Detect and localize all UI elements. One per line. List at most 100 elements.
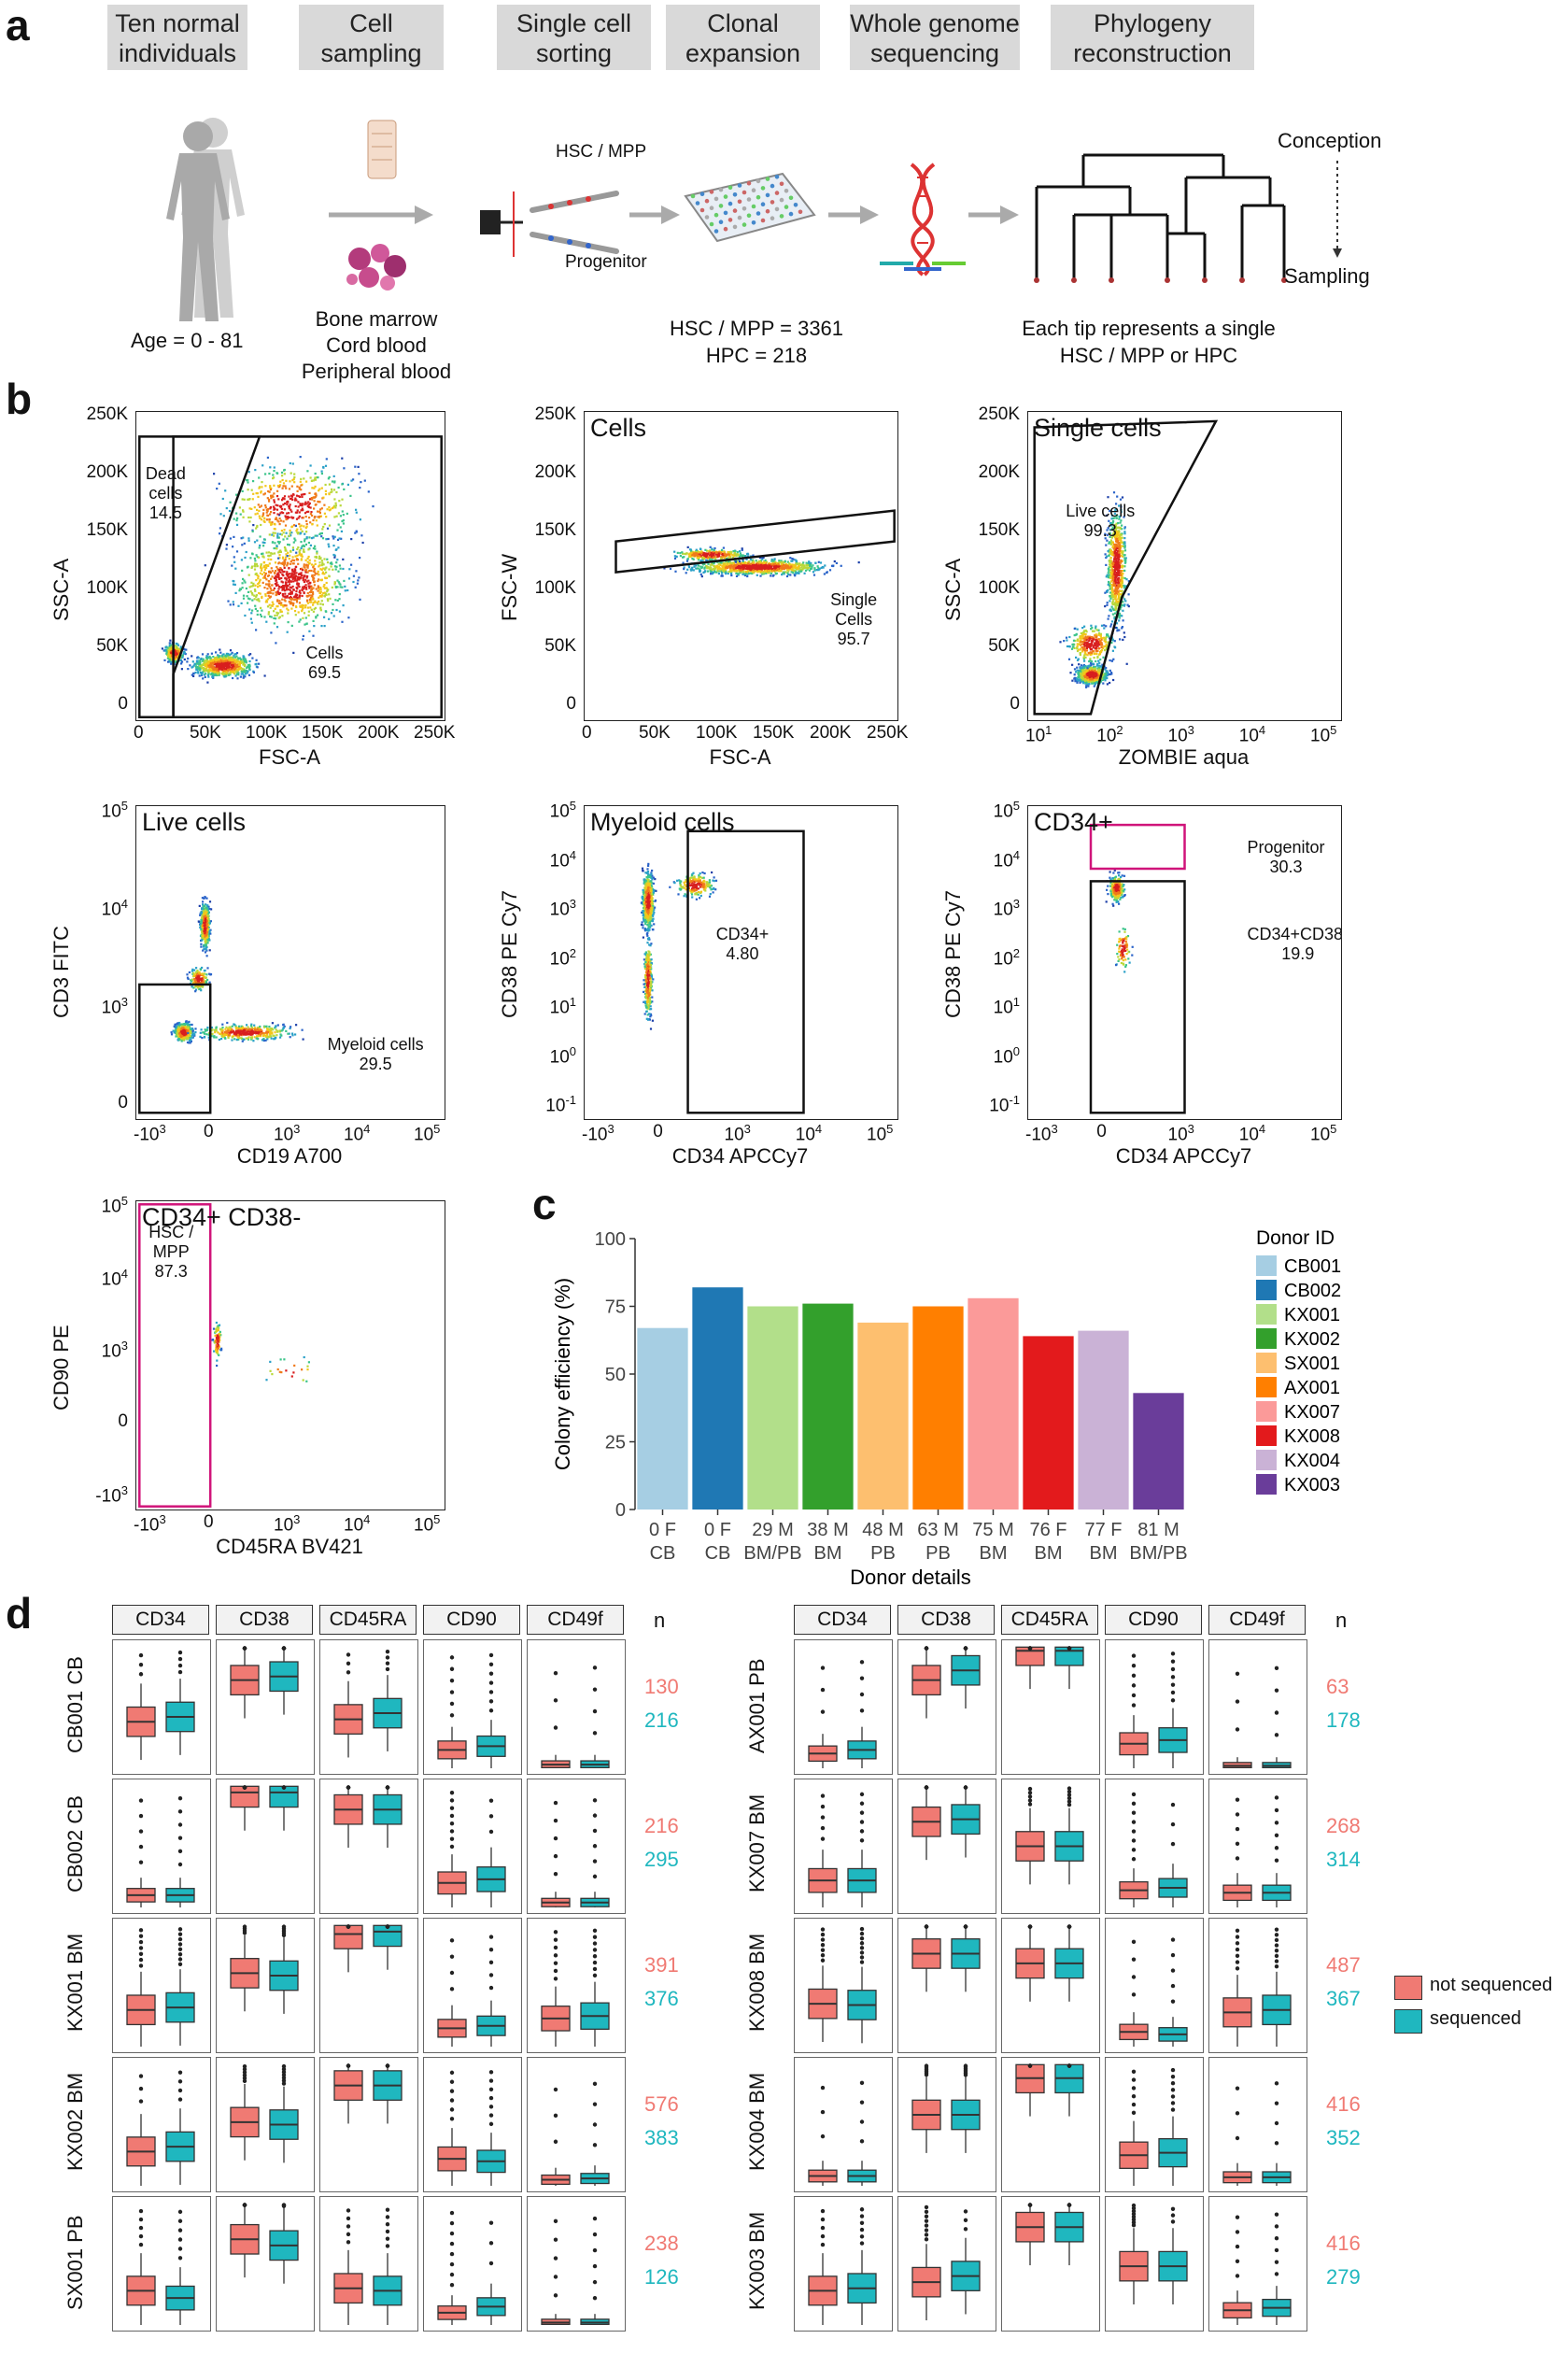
box-canvas	[911, 2204, 981, 2321]
outlier	[859, 1820, 865, 1824]
outlier	[1235, 1841, 1240, 1846]
x-axis-label: CD45RA BV421	[216, 1535, 363, 1558]
outlier	[1131, 1810, 1137, 1815]
outlier	[346, 1661, 351, 1666]
y-axis-label: SSC-A	[49, 558, 73, 621]
outlier	[1067, 1799, 1072, 1804]
y-tick-label: 50	[605, 1365, 626, 1385]
x-tick: 150K	[753, 723, 795, 743]
legend-swatch	[1256, 1401, 1277, 1422]
outlier	[346, 1785, 351, 1790]
x-tick: 103	[274, 1122, 301, 1145]
n-not-sequenced: 63	[1326, 1675, 1349, 1698]
outlier	[177, 1822, 183, 1827]
outlier	[281, 2070, 287, 2075]
n-sequenced: 216	[644, 1708, 679, 1732]
x-axis-label: Donor details	[850, 1566, 971, 1588]
outlier	[346, 2063, 351, 2068]
row-label: CB001 CB	[64, 1655, 87, 1753]
outlier	[488, 2261, 494, 2266]
x-tick: 104	[344, 1512, 371, 1536]
outlier	[449, 2231, 455, 2236]
outlier	[859, 1838, 865, 1843]
outlier	[449, 2117, 455, 2121]
outlier	[346, 2232, 351, 2237]
blood-cells-icon	[346, 244, 406, 291]
outlier	[963, 1924, 968, 1929]
outlier	[1027, 1646, 1033, 1651]
outlier	[1027, 1786, 1033, 1792]
outlier	[1170, 1999, 1176, 2004]
outlier	[1235, 1826, 1240, 1832]
outlier	[449, 1829, 455, 1834]
outlier	[138, 2242, 144, 2247]
outlier	[1235, 2230, 1240, 2234]
outlier	[488, 1985, 494, 1991]
outlier	[924, 2204, 929, 2210]
outlier	[138, 1813, 144, 1819]
box	[333, 1924, 363, 1949]
box-canvas	[1015, 1786, 1084, 1885]
outlier	[553, 1853, 558, 1859]
y-tick: 103	[101, 1339, 128, 1362]
x-tick-label-1: 76 F	[1029, 1520, 1067, 1540]
sort-progenitor-label: Progenitor	[565, 252, 647, 272]
row-label: KX007 BM	[745, 1793, 769, 1892]
outlier	[1131, 2102, 1137, 2107]
outlier	[242, 2063, 247, 2069]
outlier	[449, 2220, 455, 2226]
box-canvas	[1222, 2081, 1292, 2186]
outlier	[553, 1871, 558, 1877]
outlier	[1170, 1983, 1176, 1989]
outlier	[138, 1829, 144, 1834]
flow-plot-3: Live cells Myeloid cells 29.5	[135, 805, 445, 1120]
outlier	[177, 2209, 183, 2215]
box-panel	[112, 1639, 211, 1775]
outlier	[820, 1825, 826, 1831]
box-panel	[319, 1779, 418, 1914]
strip-CD45RA: CD45RA	[319, 1605, 417, 1635]
box-canvas	[808, 1660, 877, 1768]
outlier	[242, 1646, 247, 1651]
step-label-2: sorting	[535, 39, 613, 67]
outlier	[449, 1970, 455, 1976]
box-canvas	[911, 1646, 981, 1719]
outlier	[138, 1652, 144, 1658]
step-box-2: Single cell sorting	[497, 5, 651, 70]
outlier	[859, 2234, 865, 2239]
x-tick-label-1: 0 F	[704, 1520, 731, 1540]
colony-efficiency-chart: 0 25 50 75 100 0 F CB 0 F CB 29 M BM/PB 38 M BM 48 M P…	[551, 1227, 1341, 1588]
outlier	[1131, 2214, 1137, 2219]
outlier	[1235, 2111, 1240, 2116]
bar-CB002	[692, 1287, 743, 1510]
outlier	[488, 2087, 494, 2092]
outlier	[346, 1924, 351, 1929]
outlier	[281, 2081, 287, 2086]
box-panel	[1105, 2196, 1204, 2332]
outlier	[449, 2098, 455, 2103]
bar-KX004	[1078, 1330, 1129, 1510]
outlier	[449, 2272, 455, 2277]
x-tick: 0	[204, 1122, 214, 1141]
y-tick: 200K	[534, 462, 576, 482]
step-label-1: Phylogeny	[1093, 9, 1212, 37]
outlier	[177, 1862, 183, 1867]
x-tick-label-1: 75 M	[972, 1520, 1013, 1540]
box-canvas	[230, 1646, 299, 1719]
outlier	[963, 2227, 968, 2232]
outlier	[1027, 2203, 1033, 2207]
flow-density-canvas	[138, 896, 304, 1114]
outlier	[1131, 2069, 1137, 2075]
box-panel	[216, 2057, 315, 2192]
outlier	[820, 1815, 826, 1820]
n-not-sequenced: 576	[644, 2092, 679, 2116]
outlier	[1170, 2107, 1176, 2112]
sample-type-1: Cord blood	[326, 333, 427, 357]
box-canvas	[541, 2216, 610, 2325]
outlier	[138, 1662, 144, 1667]
arrow-icon	[968, 206, 1019, 224]
row-label: KX008 BM	[745, 1933, 769, 2032]
box-canvas	[126, 1650, 195, 1761]
outlier	[281, 2066, 287, 2072]
outlier	[1027, 1924, 1033, 1929]
